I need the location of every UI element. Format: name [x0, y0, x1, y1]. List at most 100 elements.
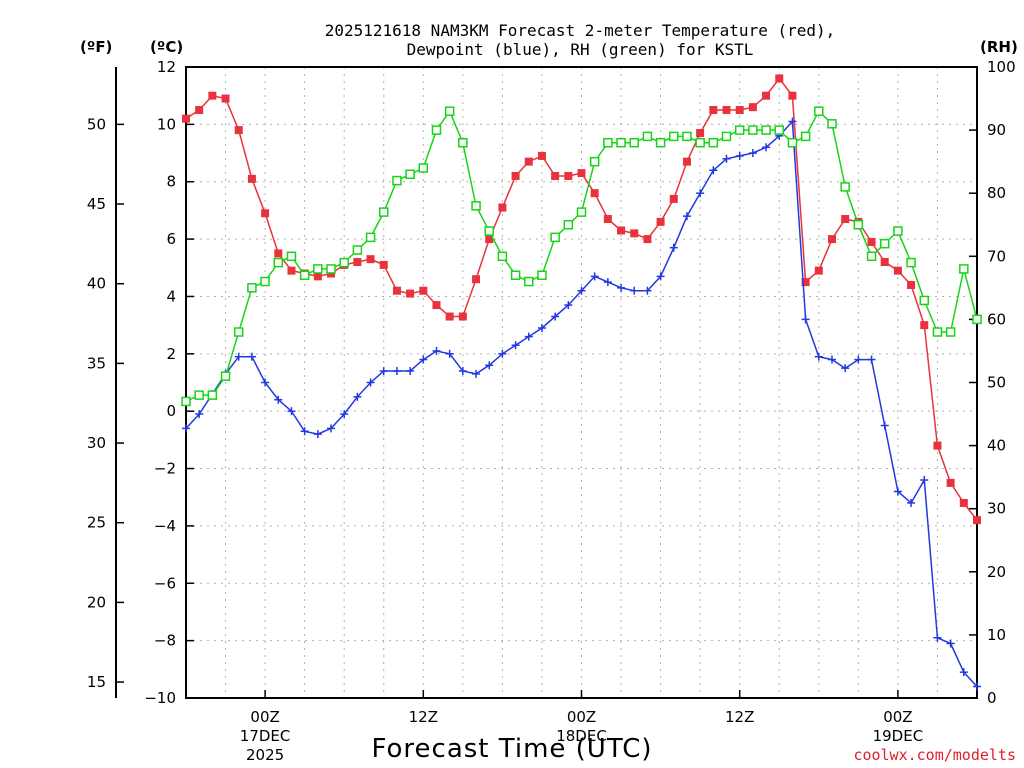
celsius-tick-label: 0	[166, 402, 176, 420]
rh-point	[497, 251, 508, 262]
dewpoint-point	[841, 364, 850, 373]
celsius-tick-label: −10	[144, 689, 176, 707]
rh-point	[866, 251, 877, 262]
fahrenheit-tick-label: 15	[87, 673, 106, 691]
dewpoint-point	[762, 143, 771, 152]
temp-point	[893, 266, 902, 275]
dewpoint-point	[827, 355, 836, 364]
temp-point	[287, 266, 296, 275]
rh-unit-label: (RH)	[980, 38, 1018, 56]
dewpoint-point	[287, 407, 296, 416]
dewpoint-point	[590, 272, 599, 281]
rh-point	[589, 156, 600, 167]
temp-point	[643, 235, 652, 244]
rh-point	[471, 201, 481, 211]
temp-point	[577, 169, 586, 178]
temp-point	[617, 226, 626, 235]
rh-point	[260, 276, 270, 287]
rh-point	[510, 270, 521, 280]
temp-point	[445, 312, 454, 321]
temp-point	[880, 258, 889, 267]
rh-point	[655, 137, 666, 148]
rh-point	[787, 137, 798, 148]
chart-title-line-1: 2025121618 NAM3KM Forecast 2-meter Tempe…	[325, 21, 836, 40]
rh-point	[313, 264, 323, 274]
rh-point	[721, 131, 732, 142]
rh-point	[893, 226, 903, 236]
rh-point	[800, 131, 811, 142]
temp-point	[274, 249, 283, 258]
rh-point	[734, 125, 745, 135]
fahrenheit-tick-label: 50	[87, 115, 106, 133]
rh-point	[774, 125, 784, 135]
chart-title-line-2: Dewpoint (blue), RH (green) for KSTL	[407, 40, 754, 59]
dewpoint-point	[182, 424, 190, 433]
celsius-tick-label: 8	[166, 173, 176, 191]
rh-point	[207, 390, 218, 400]
fahrenheit-unit-label: (ºF)	[80, 38, 112, 56]
celsius-tick-label: 10	[157, 115, 176, 133]
rh-point	[642, 131, 653, 142]
dewpoint-point	[630, 286, 639, 295]
temp-point	[195, 106, 204, 115]
dewpoint-point	[933, 633, 942, 642]
celsius-tick-label: −4	[154, 517, 176, 535]
dewpoint-point	[735, 151, 744, 160]
celsius-tick-label: −2	[154, 460, 176, 478]
dewpoint-point	[445, 349, 454, 358]
rh-point	[326, 264, 336, 274]
rh-point	[906, 257, 916, 268]
x-tick-date-label: 19DEC	[873, 727, 924, 745]
rh-point	[695, 137, 705, 148]
temp-point	[841, 215, 850, 224]
dewpoint-point	[353, 392, 362, 401]
rh-point	[932, 327, 943, 337]
temp-point	[485, 235, 494, 244]
data-series	[181, 74, 982, 691]
rh-tick-label: 70	[987, 247, 1006, 265]
dewpoint-point	[669, 243, 678, 252]
celsius-tick-label: 12	[157, 58, 176, 76]
x-tick-label: 00Z	[883, 708, 912, 726]
x-tick-label: 00Z	[250, 708, 279, 726]
temp-point	[973, 516, 981, 525]
rh-point	[273, 257, 284, 268]
temp-point	[788, 91, 797, 100]
rh-point	[576, 207, 587, 217]
rh-point	[603, 137, 613, 148]
dewpoint-point	[854, 355, 863, 364]
celsius-tick-label: −6	[154, 574, 176, 592]
dewpoint-point	[867, 355, 876, 364]
temp-point	[234, 126, 243, 135]
dewpoint-point	[458, 367, 467, 376]
dewpoint-point	[379, 367, 388, 376]
fahrenheit-tick-label: 20	[87, 593, 106, 611]
x-tick-label: 12Z	[725, 708, 754, 726]
temp-point	[682, 157, 691, 166]
rh-point	[194, 390, 204, 400]
dewpoint-point	[392, 367, 401, 376]
temp-point	[432, 301, 441, 310]
rh-point	[339, 257, 349, 268]
rh-tick-label: 50	[987, 374, 1006, 392]
rh-tick-label: 40	[987, 437, 1006, 455]
gridlines	[186, 67, 977, 698]
celsius-tick-label: 2	[166, 345, 176, 363]
rh-point	[247, 283, 257, 293]
dewpoint-point	[274, 395, 283, 404]
dewpoint-point	[682, 212, 691, 221]
tick-labels: 1520253035404550−10−8−6−4−20246810120102…	[87, 58, 1016, 764]
temp-point	[959, 498, 968, 507]
dewpoint-point	[261, 378, 270, 387]
celsius-unit-label: (ºC)	[150, 38, 183, 56]
temp-point	[762, 91, 771, 100]
rh-point	[286, 251, 297, 262]
temp-point	[498, 203, 507, 212]
dewpoint-point	[247, 352, 256, 361]
temp-point	[669, 194, 678, 203]
temp-point	[406, 289, 415, 298]
dewpoint-point	[920, 476, 929, 485]
temp-point	[551, 171, 560, 180]
rh-point	[959, 264, 969, 274]
dewpoint-point	[696, 189, 705, 198]
